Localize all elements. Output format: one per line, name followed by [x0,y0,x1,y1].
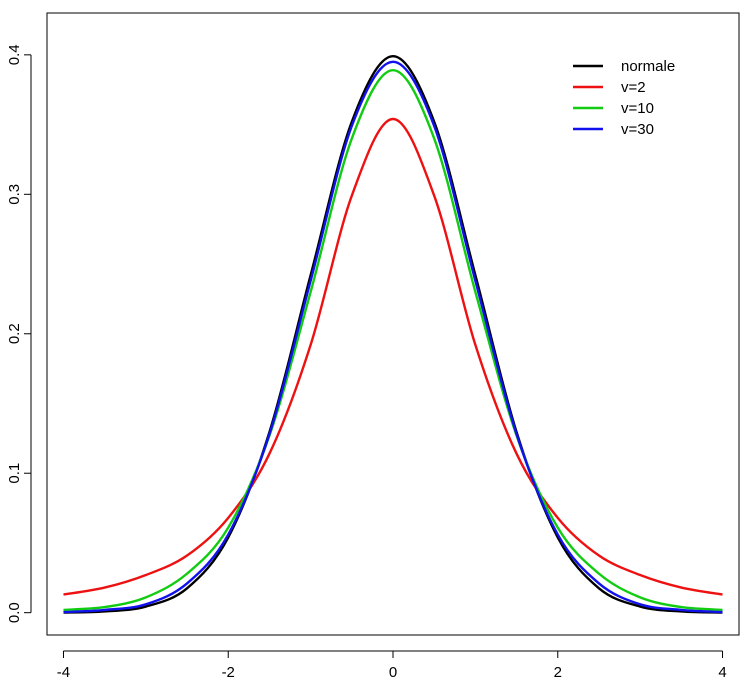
legend-item: normale [573,58,675,75]
legend-item: v=2 [573,79,646,96]
legend: normale v=2 v=10 v=30 [573,58,675,138]
legend-label: v=2 [621,79,646,96]
y-tick-label: 0.4 [6,44,23,65]
legend-label: v=30 [621,121,654,138]
x-tick-label: -4 [57,664,70,681]
series-line-3 [63,60,723,614]
legend-item: v=10 [573,100,654,117]
legend-label: v=10 [621,100,654,117]
series-line-2 [63,68,723,612]
plot-frame [46,12,740,636]
y-tick-label: 0.3 [6,184,23,205]
x-tick-label: 2 [554,664,562,681]
legend-label: normale [621,58,675,75]
y-tick-label: 0.1 [6,463,23,484]
legend-item: v=30 [573,121,654,138]
series-line-1 [63,117,723,596]
series-line-0 [63,55,723,614]
y-tick-label: 0.2 [6,323,23,344]
x-tick-label: 4 [718,664,726,681]
y-axis: 0.0 0.1 0.2 0.3 0.4 [6,44,32,623]
y-tick-label: 0.0 [6,602,23,623]
curves-layer [63,55,723,614]
x-tick-label: 0 [389,664,397,681]
x-axis: -4 -2 0 2 4 [57,650,727,681]
x-tick-label: -2 [222,664,235,681]
